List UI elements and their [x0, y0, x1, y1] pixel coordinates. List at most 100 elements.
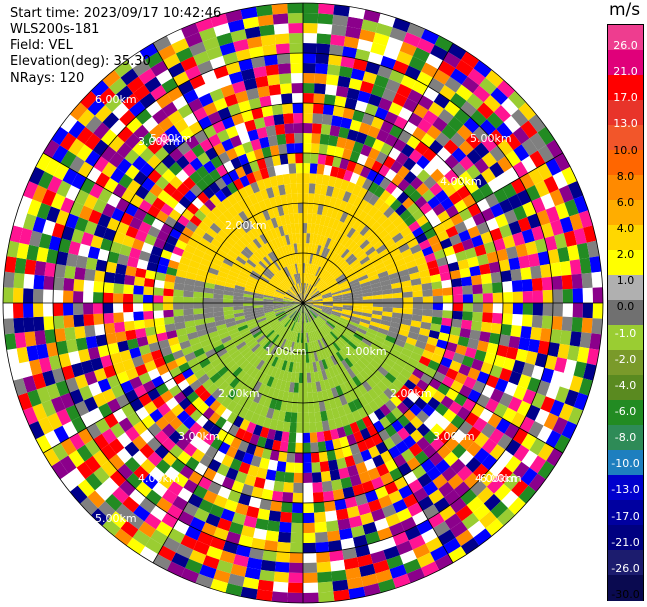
velocity-bin	[46, 206, 61, 223]
velocity-bin	[461, 512, 480, 530]
velocity-bin	[311, 213, 318, 224]
velocity-bin	[204, 199, 216, 212]
velocity-bin	[324, 357, 332, 369]
velocity-bin	[545, 383, 560, 400]
velocity-bin	[341, 287, 352, 293]
velocity-bin	[396, 507, 412, 523]
velocity-bin	[284, 381, 291, 392]
velocity-bin	[105, 332, 118, 345]
velocity-bin	[173, 303, 184, 310]
velocity-bin	[377, 527, 393, 541]
velocity-bin	[312, 306, 322, 312]
velocity-bin	[391, 287, 403, 294]
velocity-bin	[248, 256, 259, 266]
velocity-bin	[320, 348, 328, 359]
velocity-bin	[191, 342, 203, 352]
velocity-bin	[323, 379, 331, 390]
velocity-bin	[367, 93, 382, 107]
velocity-bin	[256, 347, 266, 358]
velocity-bin	[375, 244, 387, 254]
velocity-bin	[357, 252, 368, 262]
velocity-bin	[322, 307, 333, 311]
velocity-bin	[273, 305, 284, 308]
velocity-bin	[352, 296, 363, 301]
velocity-bin	[367, 51, 384, 66]
velocity-bin	[303, 243, 307, 254]
velocity-bin	[384, 372, 397, 384]
velocity-bin	[43, 289, 54, 303]
velocity-bin	[33, 316, 45, 332]
velocity-bin	[286, 277, 293, 287]
velocity-bin	[93, 156, 109, 173]
velocity-bin	[378, 494, 393, 509]
velocity-bin	[312, 203, 319, 215]
velocity-bin	[56, 180, 72, 198]
velocity-bin	[496, 466, 513, 484]
velocity-bin	[234, 427, 247, 440]
velocity-bin	[252, 424, 263, 437]
velocity-bin	[198, 333, 210, 343]
velocity-bin	[125, 426, 140, 442]
velocity-bin	[244, 287, 255, 293]
velocity-bin	[255, 75, 269, 88]
velocity-bin	[226, 412, 238, 425]
velocity-bin	[209, 194, 222, 207]
velocity-bin	[396, 191, 410, 204]
velocity-bin	[219, 244, 231, 254]
range-label: 4.00km	[475, 472, 517, 485]
velocity-bin	[202, 343, 214, 353]
velocity-bin	[68, 240, 81, 256]
velocity-bin	[303, 173, 310, 184]
velocity-bin	[501, 313, 513, 325]
velocity-bin	[177, 214, 190, 227]
velocity-bin	[450, 458, 466, 474]
velocity-bin	[481, 422, 496, 439]
velocity-bin	[275, 551, 290, 563]
velocity-bin	[407, 202, 420, 215]
velocity-bin	[113, 312, 124, 323]
velocity-bin	[209, 168, 222, 182]
velocity-bin	[481, 454, 498, 471]
velocity-bin	[243, 515, 258, 528]
velocity-bin	[263, 298, 274, 302]
velocity-bin	[246, 258, 257, 268]
velocity-bin	[349, 258, 360, 268]
velocity-bin	[450, 177, 465, 192]
velocity-bin	[298, 372, 303, 384]
velocity-bin	[233, 292, 244, 297]
velocity-bin	[263, 479, 275, 491]
velocity-bin	[472, 173, 488, 189]
velocity-bin	[55, 209, 70, 226]
velocity-bin	[315, 214, 322, 225]
velocity-bin	[333, 242, 342, 253]
velocity-bin	[290, 341, 295, 352]
velocity-bin	[436, 256, 448, 267]
velocity-bin	[292, 274, 297, 285]
velocity-bin	[294, 332, 299, 343]
velocity-bin	[284, 306, 294, 311]
velocity-bin	[213, 311, 224, 318]
velocity-bin	[495, 418, 511, 434]
velocity-bin	[412, 303, 423, 310]
velocity-bin	[510, 178, 526, 194]
velocity-bin	[303, 562, 318, 573]
velocity-bin	[290, 243, 296, 255]
velocity-bin	[513, 385, 528, 401]
velocity-bin	[271, 356, 279, 367]
velocity-bin	[396, 221, 409, 233]
velocity-bin	[160, 371, 174, 383]
velocity-bin	[382, 293, 393, 299]
velocity-bin	[365, 266, 377, 275]
velocity-bin	[371, 116, 385, 130]
velocity-bin	[68, 120, 86, 139]
velocity-bin	[205, 78, 221, 93]
velocity-bin	[296, 303, 303, 311]
velocity-bin	[367, 250, 379, 260]
velocity-bin	[61, 365, 75, 381]
velocity-bin	[382, 298, 394, 303]
velocity-bin	[237, 324, 249, 332]
velocity-bin	[331, 24, 347, 37]
velocity-bin	[139, 162, 155, 178]
velocity-bin	[340, 117, 353, 130]
velocity-bin	[366, 232, 378, 243]
